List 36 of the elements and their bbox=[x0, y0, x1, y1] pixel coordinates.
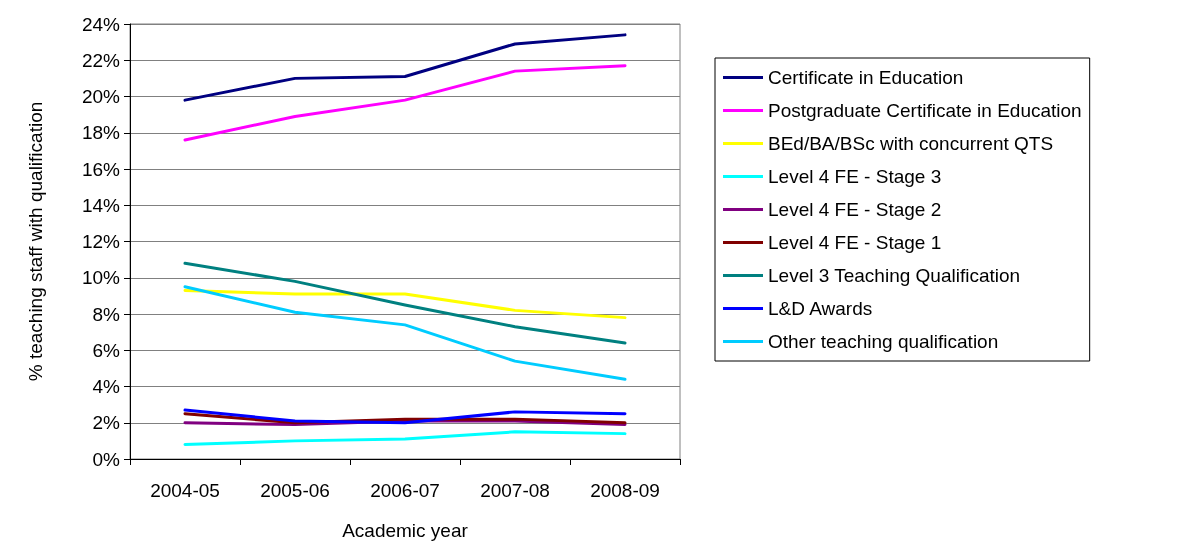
legend-label: Certificate in Education bbox=[768, 67, 964, 88]
y-tick-label: 0% bbox=[92, 448, 121, 470]
line-series bbox=[183, 33, 627, 102]
x-tick-label: 2007-08 bbox=[480, 480, 550, 501]
legend-label: Postgraduate Certificate in Education bbox=[768, 100, 1082, 121]
y-tick-label: 24% bbox=[81, 13, 121, 35]
y-tick-label: 10% bbox=[81, 267, 121, 289]
y-tick-label: 22% bbox=[81, 49, 121, 71]
legend-label: BEd/BA/BSc with concurrent QTS bbox=[768, 133, 1054, 154]
line-series bbox=[183, 64, 627, 142]
y-tick-label: 8% bbox=[92, 303, 121, 325]
legend-label: Level 4 FE - Stage 1 bbox=[768, 232, 942, 253]
y-tick-label: 12% bbox=[81, 231, 121, 252]
y-tick-label: 4% bbox=[92, 376, 121, 397]
y-tick-label: 16% bbox=[81, 158, 121, 180]
y-axis-title: % teaching staff with qualification bbox=[25, 101, 46, 382]
legend-label: Level 4 FE - Stage 3 bbox=[768, 166, 942, 187]
y-tick-label: 6% bbox=[92, 339, 121, 361]
y-tick-label: 18% bbox=[81, 122, 121, 144]
line-series bbox=[183, 430, 627, 446]
x-tick-label: 2006-07 bbox=[370, 480, 440, 501]
x-axis-title: Academic year bbox=[342, 520, 469, 541]
y-tick-label: 20% bbox=[81, 86, 121, 107]
y-tick-label: 2% bbox=[92, 412, 121, 434]
line-series bbox=[183, 408, 627, 425]
line-series bbox=[183, 285, 627, 381]
y-tick-label: 14% bbox=[81, 194, 121, 216]
line-series bbox=[183, 261, 627, 345]
line-series bbox=[183, 288, 627, 320]
x-tick-label: 2005-06 bbox=[260, 480, 330, 501]
legend-label: Level 4 FE - Stage 2 bbox=[768, 199, 942, 220]
x-tick-label: 2004-05 bbox=[150, 480, 220, 501]
x-tick-label: 2008-09 bbox=[590, 480, 660, 501]
legend-label: Level 3 Teaching Qualification bbox=[768, 265, 1021, 286]
legend-label: Other teaching qualification bbox=[768, 331, 999, 352]
legend-label: L&D Awards bbox=[768, 298, 873, 319]
